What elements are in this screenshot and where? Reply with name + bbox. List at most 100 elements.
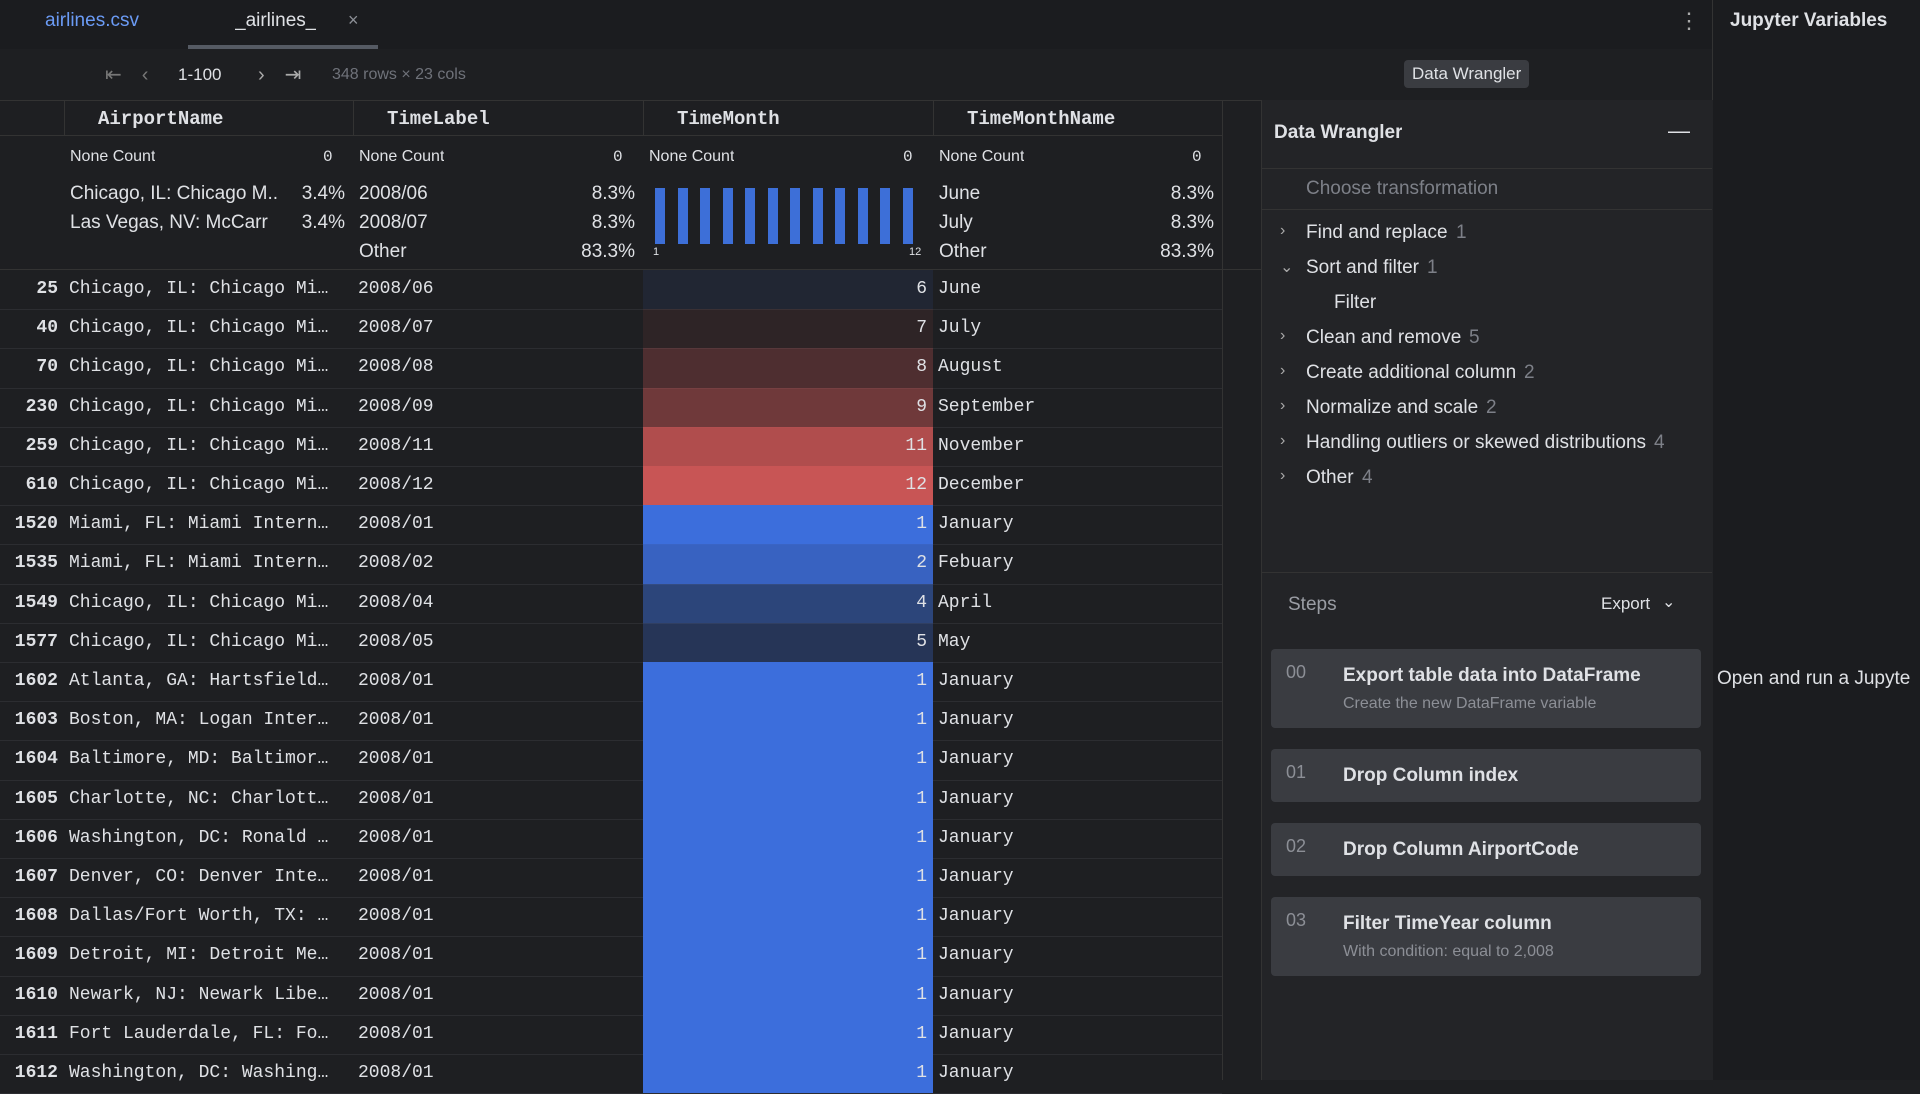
cell: 2008/01 bbox=[358, 671, 434, 691]
cell: 1 bbox=[916, 827, 927, 848]
column-header[interactable] bbox=[353, 100, 644, 136]
group-label[interactable]: Find and replace bbox=[1306, 222, 1448, 243]
tab[interactable]: _airlines_ bbox=[235, 10, 317, 31]
cell: 2008/09 bbox=[358, 396, 434, 417]
cell: 2008/01 bbox=[358, 945, 434, 966]
none-count: 0 bbox=[1192, 148, 1202, 166]
row-index: 230 bbox=[25, 396, 58, 417]
cell: Febuary bbox=[938, 553, 1014, 574]
column-name: TimeMonthName bbox=[967, 108, 1116, 130]
step-card[interactable] bbox=[1271, 823, 1701, 876]
row bbox=[0, 1015, 1222, 1055]
tab-close[interactable]: × bbox=[348, 10, 359, 30]
column-header[interactable] bbox=[643, 100, 934, 136]
cell: 2008/11 bbox=[358, 435, 434, 456]
row-index: 40 bbox=[36, 318, 58, 339]
export-chevron: ⌄ bbox=[1662, 594, 1676, 611]
row-index: 1577 bbox=[14, 631, 58, 652]
step-card[interactable] bbox=[1271, 649, 1701, 728]
group-label[interactable]: Create additional column bbox=[1306, 362, 1517, 383]
steps-title: Steps bbox=[1288, 594, 1337, 615]
page-range[interactable]: 1-100 bbox=[178, 65, 222, 84]
top-pct: 8.3% bbox=[591, 183, 635, 204]
export-button[interactable]: Export bbox=[1601, 594, 1651, 613]
wrangler-button[interactable]: Data Wrangler bbox=[1404, 60, 1530, 88]
cell: Chicago, IL: Chicago Mi… bbox=[69, 475, 329, 495]
cell: 1 bbox=[916, 514, 927, 535]
cell: 1 bbox=[916, 945, 927, 966]
histogram-bar bbox=[745, 188, 756, 244]
row-index: 1607 bbox=[14, 867, 58, 887]
menu-icon[interactable]: ⋮ bbox=[1678, 8, 1700, 33]
top-pct: 3.4% bbox=[301, 183, 345, 204]
cell: 4 bbox=[916, 592, 927, 613]
step-title: Drop Column AirportCode bbox=[1343, 839, 1579, 860]
cell: May bbox=[938, 631, 971, 652]
panel-minimize[interactable]: — bbox=[1668, 118, 1690, 143]
heat-cell bbox=[643, 818, 933, 858]
heat-cell bbox=[643, 622, 933, 662]
heat-cell bbox=[643, 936, 933, 976]
cell: 1 bbox=[916, 1023, 927, 1044]
cell: January bbox=[938, 827, 1014, 848]
group-chevron: › bbox=[1280, 327, 1286, 344]
step-number: 03 bbox=[1286, 910, 1307, 930]
sidebar-message: Open and run a Jupyte bbox=[1717, 668, 1911, 689]
cell: 2008/01 bbox=[358, 749, 434, 770]
row bbox=[0, 584, 1222, 624]
cell: 2008/01 bbox=[358, 710, 434, 731]
cell: Chicago, IL: Chicago Mi… bbox=[69, 592, 329, 613]
cell: December bbox=[938, 475, 1025, 495]
step-card[interactable] bbox=[1271, 749, 1701, 802]
group-chevron: › bbox=[1280, 432, 1286, 449]
step-title: Drop Column index bbox=[1343, 765, 1519, 786]
cell: April bbox=[938, 592, 993, 613]
heat-cell bbox=[643, 426, 933, 466]
group-count: 5 bbox=[1469, 327, 1480, 348]
none-label: None Count bbox=[649, 148, 735, 165]
row bbox=[0, 936, 1222, 977]
group-chevron: › bbox=[1280, 397, 1286, 414]
group-label[interactable]: Normalize and scale bbox=[1306, 397, 1479, 418]
cell: Chicago, IL: Chicago Mi… bbox=[69, 279, 329, 299]
row bbox=[0, 505, 1222, 546]
group-label[interactable]: Handling outliers or skewed distribution… bbox=[1306, 432, 1647, 453]
group-child[interactable]: Filter bbox=[1334, 292, 1377, 313]
cell: Fort Lauderdale, FL: Fo… bbox=[69, 1023, 329, 1044]
group-label[interactable]: Other bbox=[1306, 467, 1354, 488]
heat-cell bbox=[643, 975, 933, 1015]
heat-cell bbox=[643, 1014, 933, 1054]
cell: Newark, NJ: Newark Libe… bbox=[69, 984, 329, 1005]
row bbox=[0, 897, 1222, 938]
column-header[interactable] bbox=[64, 100, 354, 136]
tab[interactable]: airlines.csv bbox=[45, 10, 139, 31]
step-number: 01 bbox=[1286, 762, 1307, 782]
group-label[interactable]: Sort and filter bbox=[1306, 257, 1419, 278]
table-shape: 348 rows × 23 cols bbox=[332, 66, 466, 83]
cell: 2008/01 bbox=[358, 906, 434, 927]
step-card[interactable] bbox=[1271, 897, 1701, 976]
row-index: 1611 bbox=[14, 1023, 58, 1044]
search-box[interactable] bbox=[1262, 168, 1712, 210]
group-label[interactable]: Clean and remove bbox=[1306, 327, 1462, 348]
search-placeholder: Choose transformation bbox=[1306, 178, 1499, 199]
heat-cell bbox=[643, 701, 933, 741]
cell: 1 bbox=[916, 867, 927, 887]
cell: 1 bbox=[916, 906, 927, 927]
row bbox=[0, 544, 1222, 585]
row bbox=[0, 662, 1222, 703]
top-pct: 8.3% bbox=[591, 212, 635, 233]
cell: Miami, FL: Miami Intern… bbox=[69, 553, 329, 574]
histogram-bar bbox=[812, 188, 823, 244]
row-index: 1605 bbox=[14, 788, 58, 809]
cell: Atlanta, GA: Hartsfield… bbox=[69, 671, 329, 691]
column-name: TimeLabel bbox=[387, 108, 490, 130]
cell: Chicago, IL: Chicago Mi… bbox=[69, 318, 329, 339]
cell: 1 bbox=[916, 984, 927, 1005]
cell: January bbox=[938, 984, 1014, 1005]
heat-cell bbox=[643, 740, 933, 780]
column-name: AirportName bbox=[98, 108, 224, 130]
histogram-bar bbox=[767, 188, 778, 244]
cell: Dallas/Fort Worth, TX: … bbox=[69, 906, 329, 927]
row-index: 1604 bbox=[14, 749, 58, 770]
